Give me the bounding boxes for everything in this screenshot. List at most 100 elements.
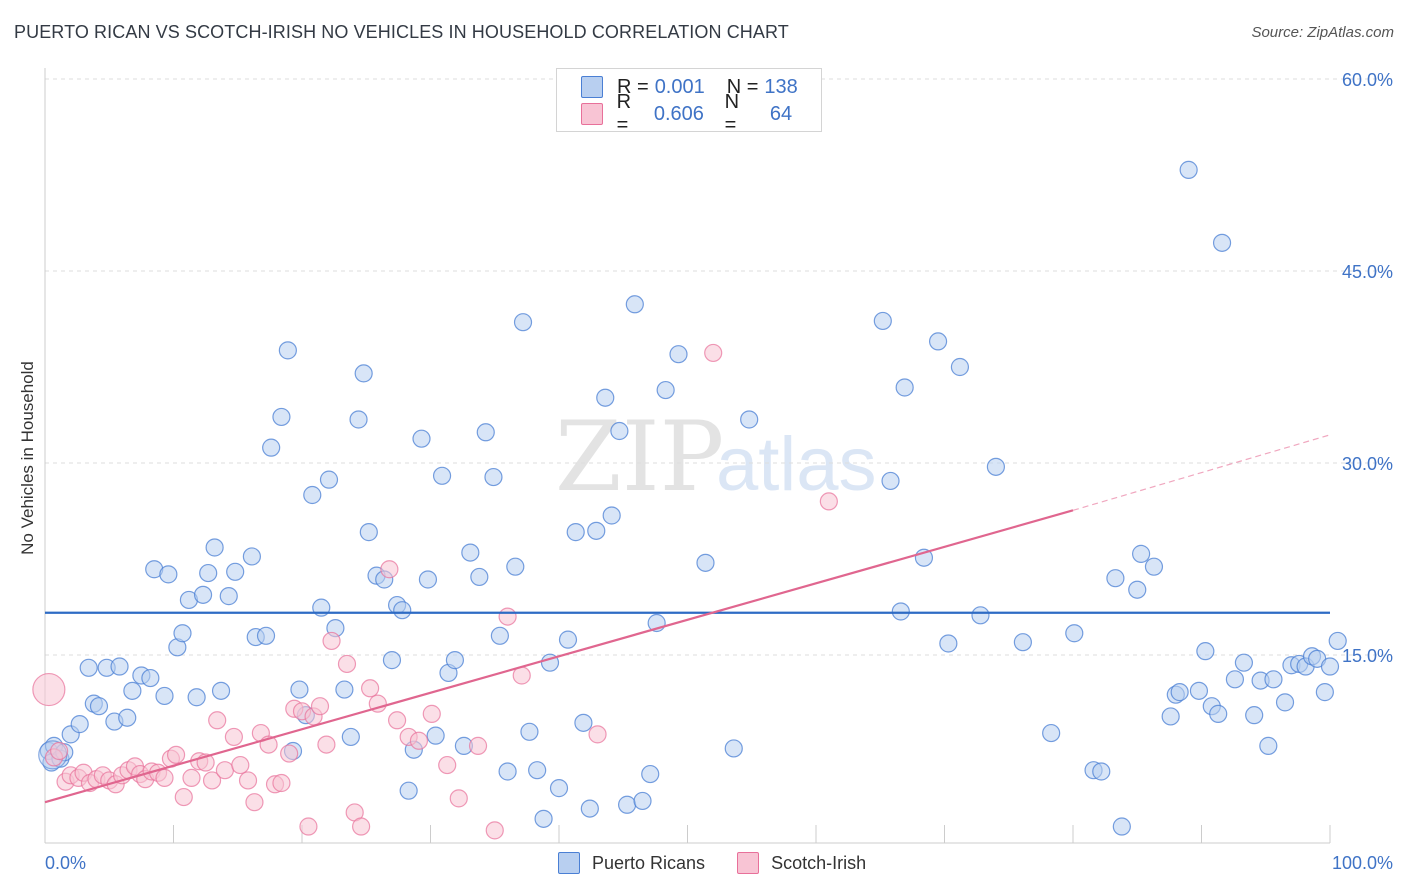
puerto-rican-point [418, 570, 438, 589]
source-label: Source: ZipAtlas.com [1251, 24, 1394, 41]
puerto-rican-point [587, 521, 606, 540]
puerto-rican-point [1196, 642, 1215, 661]
puerto-rican-point [272, 407, 291, 427]
scotch-irish-point [485, 821, 504, 840]
puerto-rican-point [602, 506, 621, 525]
puerto-rican-point [574, 713, 593, 732]
puerto-rican-point [89, 697, 109, 716]
puerto-rican-point [1320, 657, 1340, 676]
puerto-rican-point [513, 313, 533, 332]
chart-title: PUERTO RICAN VS SCOTCH-IRISH NO VEHICLES… [14, 22, 789, 42]
scotch-irish-point [322, 631, 341, 651]
tick-labels: 15.0% 30.0% 45.0% 60.0% 0.0% 100.0% [45, 70, 1393, 873]
scotch-irish-point [224, 727, 243, 747]
puerto-rican-point [1013, 633, 1032, 652]
puerto-rican-point [549, 779, 569, 798]
puerto-rican-point [895, 378, 914, 397]
puerto-rican-point [155, 686, 174, 706]
puerto-rican-point [950, 357, 970, 377]
scotch-irish-point [215, 761, 234, 780]
puerto-rican-point [641, 764, 660, 784]
scotch-irish-point [704, 343, 723, 363]
puerto-rican-point [399, 781, 418, 800]
watermark-zip: ZIP [555, 401, 724, 513]
puerto-rican-point [740, 410, 759, 429]
puerto-rican-point [696, 553, 715, 572]
puerto-rican-point [618, 795, 637, 814]
legend-item-puerto-ricans[interactable]: Puerto Ricans [558, 852, 705, 874]
watermark: ZIP atlas [555, 401, 877, 513]
scotch-irish-point [272, 773, 291, 793]
puerto-rican-point [211, 681, 231, 700]
blue-swatch [581, 76, 603, 98]
puerto-rican-point [319, 470, 339, 489]
puerto-rican-point [1092, 762, 1111, 781]
scotch-irish-point [280, 744, 299, 763]
puerto-rican-point [1259, 736, 1278, 755]
puerto-rican-point [484, 467, 503, 487]
scotch-irish-points [32, 343, 838, 840]
puerto-rican-point [187, 688, 206, 707]
scotch-irish-point [387, 711, 407, 730]
scotch-irish-point [166, 745, 186, 764]
puerto-rican-point [110, 657, 129, 676]
n-label: N = [726, 75, 759, 98]
scotch-irish-point [50, 741, 69, 761]
puerto-rican-point [580, 799, 599, 818]
scotch-irish-point [231, 755, 250, 775]
series-legend: Puerto Ricans Scotch-Irish [558, 852, 898, 874]
puerto-rican-point [1144, 557, 1164, 576]
puerto-rican-point [1315, 683, 1334, 702]
scotch-irish-point [337, 654, 357, 674]
n-value: 138 [764, 75, 798, 98]
puerto-rican-point [534, 809, 553, 828]
scotch-irish-point [588, 725, 607, 744]
scotch-irish-point [352, 817, 371, 836]
puerto-rican-point [520, 722, 539, 741]
puerto-rican-point [633, 791, 652, 811]
puerto-rican-point [461, 543, 480, 562]
r-value: 0.606 [653, 102, 704, 125]
scotch-irish-point [409, 731, 429, 750]
y-tick-label: 30.0% [1342, 454, 1393, 474]
puerto-rican-point [1170, 683, 1189, 702]
puerto-rican-point [971, 606, 990, 625]
puerto-ricans-points [38, 160, 1347, 836]
puerto-rican-point [470, 567, 489, 587]
scotch-irish-point [32, 672, 66, 707]
puerto-rican-point [1179, 160, 1198, 179]
puerto-rican-point [528, 761, 547, 780]
puerto-rican-point [476, 423, 495, 442]
puerto-rican-point [928, 332, 948, 351]
scotch-irish-point [361, 679, 380, 698]
puerto-rican-point [278, 341, 297, 360]
puerto-rican-point [262, 438, 281, 457]
puerto-rican-point [656, 380, 675, 400]
scotch-irish-trend-line [44, 509, 1074, 804]
y-tick-label: 60.0% [1342, 70, 1393, 90]
scotch-irish-point [202, 771, 222, 790]
scotch-irish-point [245, 793, 264, 812]
puerto-rican-point [610, 421, 629, 441]
scotch-irish-point [317, 735, 336, 754]
puerto-rican-point [1225, 670, 1245, 689]
puerto-rican-point [1106, 569, 1125, 588]
puerto-rican-point [123, 681, 142, 700]
puerto-rican-point [199, 563, 218, 583]
pink-swatch [737, 852, 760, 874]
puerto-rican-point [173, 624, 192, 643]
puerto-rican-point [118, 708, 137, 727]
n-label: N = [724, 91, 740, 136]
puerto-rican-point [669, 345, 688, 364]
watermark-atlas: atlas [716, 422, 877, 507]
scotch-irish-point [498, 607, 517, 626]
legend-item-scotch-irish[interactable]: Scotch-Irish [737, 852, 866, 874]
puerto-rican-point [359, 523, 378, 542]
scotch-irish-point [155, 768, 174, 787]
legend-row-puerto-ricans: R = 0.001 N = 138 [581, 75, 816, 99]
scotch-irish-point [174, 787, 193, 807]
scotch-irish-point [438, 755, 457, 775]
puerto-rican-point [382, 651, 402, 670]
puerto-rican-point [1128, 580, 1147, 599]
r-label: R = [617, 75, 649, 98]
